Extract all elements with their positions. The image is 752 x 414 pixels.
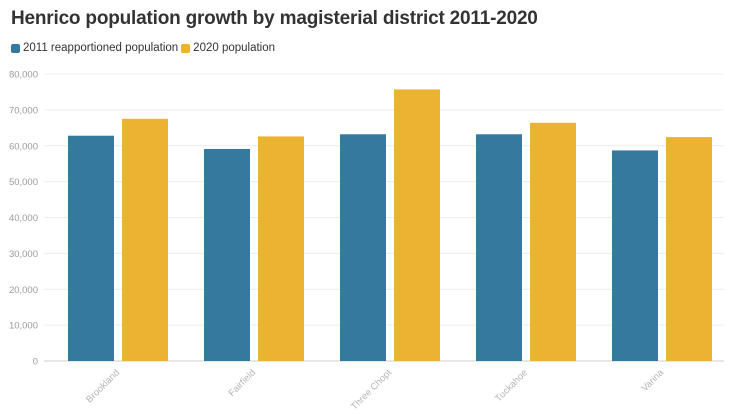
bar-2011-varina: [612, 150, 658, 361]
chart-title: Henrico population growth by magisterial…: [11, 8, 538, 29]
x-tick-label: Fairfield: [226, 367, 258, 399]
y-tick-label: 20,000: [9, 285, 38, 296]
bar-2011-tuckahoe: [476, 134, 522, 361]
bar-2020-three-chopt: [394, 89, 440, 362]
bar-2020-tuckahoe: [530, 122, 576, 361]
legend-swatch-2020: [181, 43, 191, 53]
x-tick-label: Tuckahoe: [493, 367, 530, 404]
bar-2020-brookland: [122, 118, 168, 361]
legend: 2011 reapportioned population 2020 popul…: [11, 42, 278, 54]
y-tick-label: 0: [33, 357, 38, 368]
legend-item-2011[interactable]: 2011 reapportioned population: [11, 42, 178, 54]
x-tick-label: Varina: [639, 367, 666, 394]
bar-2011-brookland: [68, 135, 114, 361]
legend-swatch-2011: [11, 43, 20, 53]
legend-label-2011: 2011 reapportioned population: [23, 42, 179, 54]
bar-2020-varina: [666, 137, 712, 361]
x-tick-label: Three Chopt: [349, 367, 394, 412]
bar-2011-fairfield: [204, 148, 250, 361]
x-tick-label: Brookland: [84, 367, 122, 405]
y-tick-label: 60,000: [9, 141, 38, 152]
y-tick-label: 40,000: [9, 213, 38, 224]
y-tick-label: 70,000: [9, 105, 38, 116]
bar-2011-three-chopt: [340, 134, 386, 361]
legend-label-2020: 2020 population: [193, 42, 276, 54]
y-tick-label: 10,000: [9, 321, 38, 332]
legend-item-2020[interactable]: 2020 population: [181, 42, 275, 54]
y-tick-label: 30,000: [9, 249, 38, 260]
y-tick-label: 80,000: [9, 70, 38, 81]
y-tick-label: 50,000: [9, 177, 38, 188]
bar-2020-fairfield: [258, 136, 304, 361]
